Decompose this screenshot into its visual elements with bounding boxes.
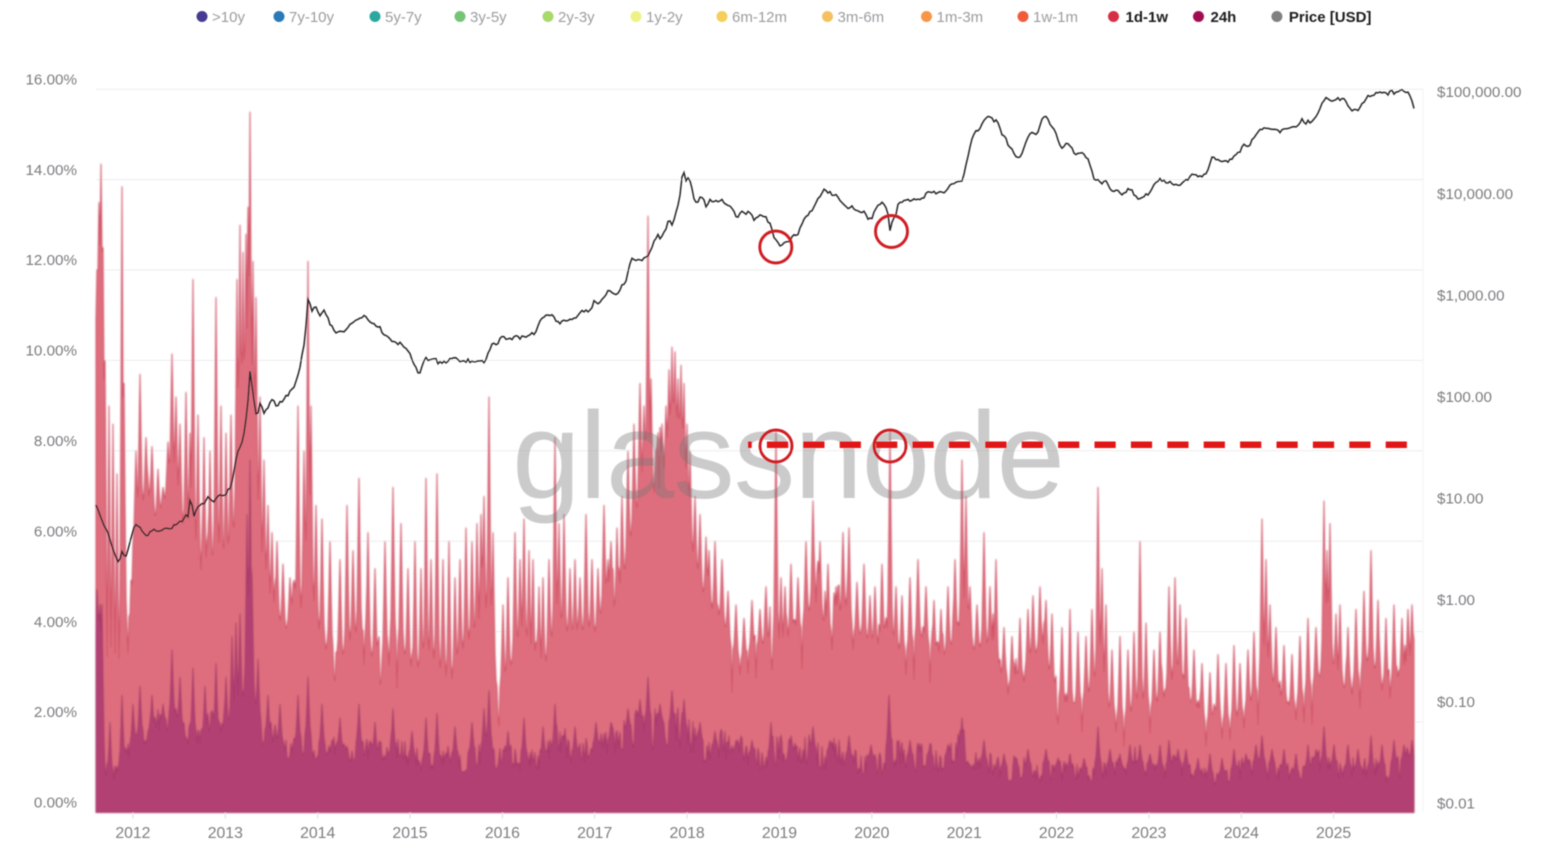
svg-text:24h: 24h [1211, 9, 1237, 26]
svg-text:$0.10: $0.10 [1437, 694, 1475, 711]
svg-text:1m-3m: 1m-3m [937, 9, 984, 26]
svg-text:3y-5y: 3y-5y [470, 9, 507, 26]
svg-text:$1,000.00: $1,000.00 [1437, 287, 1505, 304]
svg-text:2025: 2025 [1316, 825, 1351, 842]
svg-text:1w-1m: 1w-1m [1033, 9, 1078, 26]
svg-text:10.00%: 10.00% [25, 343, 77, 360]
svg-text:0.00%: 0.00% [34, 795, 77, 812]
svg-text:7y-10y: 7y-10y [289, 9, 335, 26]
svg-text:16.00%: 16.00% [25, 71, 77, 88]
svg-text:$10.00: $10.00 [1437, 491, 1483, 508]
svg-text:14.00%: 14.00% [25, 162, 77, 179]
svg-text:2012: 2012 [115, 825, 150, 842]
svg-text:2014: 2014 [300, 825, 335, 842]
svg-text:Price [USD]: Price [USD] [1289, 9, 1372, 26]
svg-text:2y-3y: 2y-3y [558, 9, 595, 26]
svg-text:2022: 2022 [1039, 825, 1074, 842]
svg-text:2017: 2017 [577, 825, 612, 842]
svg-text:$0.01: $0.01 [1437, 795, 1475, 812]
svg-text:5y-7y: 5y-7y [385, 9, 422, 26]
svg-text:2021: 2021 [947, 825, 982, 842]
svg-text:2023: 2023 [1131, 825, 1166, 842]
svg-text:2020: 2020 [854, 825, 889, 842]
svg-text:$100,000.00: $100,000.00 [1437, 84, 1521, 101]
svg-text:$1.00: $1.00 [1437, 592, 1475, 609]
svg-text:8.00%: 8.00% [34, 433, 77, 450]
svg-text:>10y: >10y [212, 9, 245, 26]
svg-text:1y-2y: 1y-2y [646, 9, 683, 26]
svg-text:2019: 2019 [762, 825, 797, 842]
svg-text:2015: 2015 [392, 825, 427, 842]
svg-text:6.00%: 6.00% [34, 523, 77, 540]
svg-text:2024: 2024 [1224, 825, 1259, 842]
svg-text:4.00%: 4.00% [34, 614, 77, 631]
svg-text:$100.00: $100.00 [1437, 389, 1492, 406]
svg-text:1d-1w: 1d-1w [1126, 9, 1169, 26]
svg-text:$10,000.00: $10,000.00 [1437, 186, 1513, 203]
svg-text:3m-6m: 3m-6m [838, 9, 885, 26]
svg-text:2016: 2016 [485, 825, 520, 842]
svg-text:2013: 2013 [208, 825, 243, 842]
svg-text:12.00%: 12.00% [25, 252, 77, 269]
svg-text:2018: 2018 [670, 825, 705, 842]
svg-text:2.00%: 2.00% [34, 704, 77, 721]
svg-text:6m-12m: 6m-12m [732, 9, 787, 26]
